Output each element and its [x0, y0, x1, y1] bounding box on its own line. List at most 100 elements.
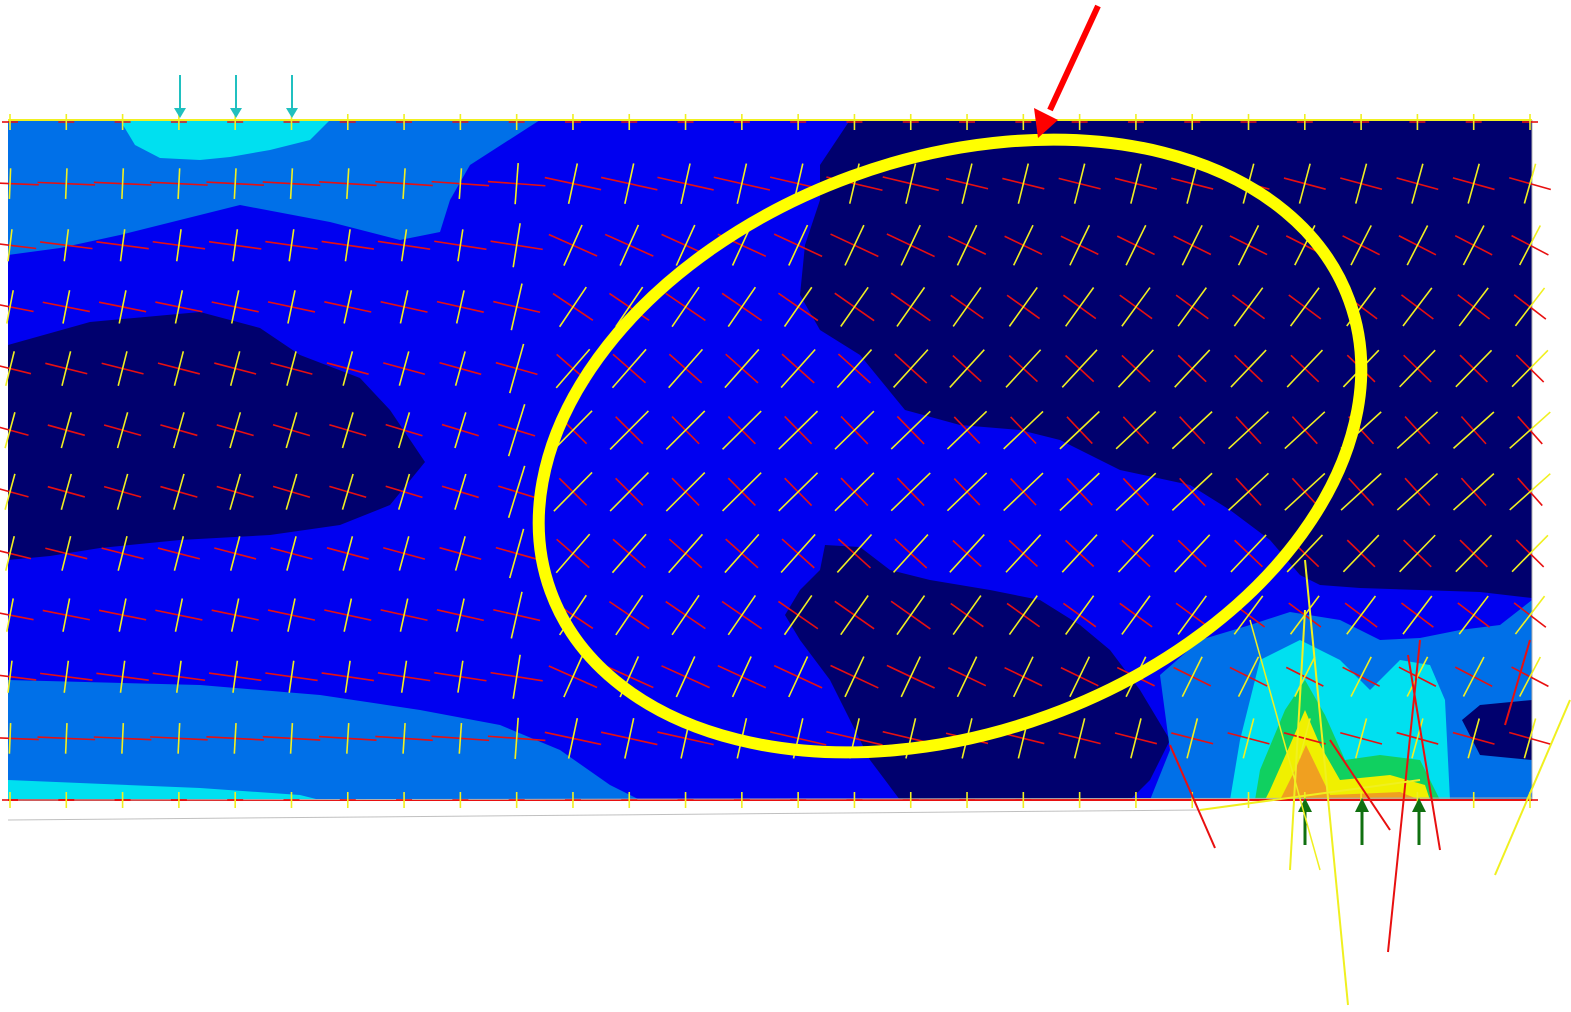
compression-vector	[175, 660, 182, 693]
compression-vector	[60, 473, 73, 510]
compression-vector	[553, 410, 593, 451]
compression-vector	[892, 349, 929, 388]
compression-vector	[1467, 163, 1481, 204]
compression-vector	[229, 412, 242, 449]
compression-vector	[946, 410, 988, 450]
compression-vector	[780, 348, 816, 389]
contour-left-dark-island	[8, 312, 425, 560]
support-compression-vector-2	[1289, 609, 1306, 871]
compression-vector	[1402, 287, 1433, 327]
compression-vector	[64, 723, 68, 754]
compression-vector	[1059, 410, 1100, 450]
compression-vector	[1174, 349, 1211, 388]
compression-vector	[1237, 656, 1260, 698]
compression-vector	[1069, 656, 1091, 698]
compression-vector	[1177, 287, 1207, 327]
compression-vector	[1115, 472, 1157, 512]
compression-vector	[1012, 224, 1034, 266]
compression-vector	[1452, 473, 1495, 511]
compression-vector	[1121, 287, 1151, 327]
compression-vector	[890, 472, 931, 512]
compression-vector	[611, 348, 647, 389]
compression-vector	[174, 290, 184, 324]
compression-vector	[398, 536, 410, 571]
compression-vector	[555, 348, 591, 389]
compression-vector	[285, 412, 298, 449]
compression-vector	[7, 229, 13, 262]
compression-vector	[961, 163, 973, 204]
compression-vector	[1228, 411, 1269, 450]
compression-vector	[1396, 472, 1439, 511]
compression-vector	[619, 224, 640, 266]
compression-vector	[563, 224, 583, 266]
support-tension-vector-4	[1329, 739, 1391, 831]
support-tension-vector-2	[1407, 654, 1441, 851]
compression-vector	[232, 660, 239, 693]
compression-vector	[1181, 656, 1203, 698]
compression-vector	[836, 533, 873, 573]
compression-vector	[455, 598, 465, 632]
compression-vector	[844, 224, 865, 266]
support-compression-vector-4	[1494, 699, 1571, 876]
compression-vector	[507, 465, 526, 519]
compression-vector	[346, 723, 350, 754]
compression-vector	[119, 660, 126, 693]
pointer-arrow	[1034, 4, 1101, 138]
compression-vector	[121, 168, 125, 199]
compression-vector	[1115, 410, 1157, 450]
compression-vector	[454, 473, 467, 510]
compression-vector	[1186, 718, 1199, 759]
compression-vector	[1008, 595, 1038, 635]
compression-vector	[117, 351, 128, 386]
compression-vector	[834, 410, 875, 450]
beam-outline	[7, 119, 1533, 821]
pointer-arrow-head	[1034, 108, 1058, 138]
compression-vector	[665, 472, 706, 512]
highlight-ellipse	[532, 133, 1368, 759]
compression-vector	[1174, 534, 1211, 573]
compression-vector	[400, 660, 408, 693]
compression-vector	[1298, 163, 1311, 204]
compression-vector	[343, 290, 353, 324]
compression-vector	[1117, 349, 1154, 388]
principal-stress-vectors	[0, 114, 1552, 808]
compression-vector	[508, 528, 525, 579]
compression-vector	[788, 224, 809, 266]
compression-vector	[116, 412, 129, 449]
compression-vector	[1509, 473, 1551, 511]
compression-vector	[177, 168, 181, 199]
compression-vector	[1458, 595, 1489, 635]
compression-vector	[1523, 718, 1537, 759]
compression-vector	[731, 656, 752, 698]
compression-vector	[1186, 163, 1199, 204]
compression-vector	[952, 595, 982, 636]
compression-vector	[624, 718, 635, 759]
compression-vector	[287, 598, 296, 632]
compression-vector	[341, 412, 354, 449]
compression-vector	[1346, 595, 1377, 635]
compression-vector	[4, 412, 16, 449]
compression-vector	[1286, 349, 1324, 388]
compression-vector	[1509, 411, 1551, 449]
compression-vector	[1073, 163, 1086, 204]
compression-vector	[952, 286, 982, 327]
load-arrowhead-2	[230, 108, 242, 118]
support-arrowhead-1	[1298, 798, 1312, 812]
compression-vector	[64, 168, 68, 199]
compression-vector	[458, 168, 463, 199]
compression-vector	[1518, 656, 1542, 697]
compression-vector	[1452, 411, 1495, 449]
compression-vector	[680, 163, 691, 204]
compression-vector	[671, 594, 700, 636]
compression-vector	[900, 656, 921, 698]
compression-vector	[1125, 224, 1147, 266]
compression-vector	[1462, 225, 1485, 266]
compression-vector	[1064, 595, 1095, 635]
compression-vector	[119, 229, 126, 262]
compression-vector	[675, 656, 696, 698]
compression-vector	[457, 229, 464, 262]
compression-vector	[233, 168, 237, 199]
compression-vector	[1289, 287, 1320, 327]
